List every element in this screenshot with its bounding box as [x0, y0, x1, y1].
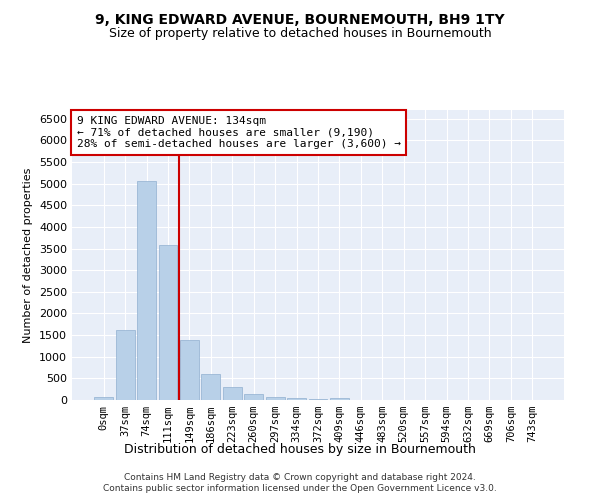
Text: Contains public sector information licensed under the Open Government Licence v3: Contains public sector information licen… — [103, 484, 497, 493]
Bar — [158, 245, 178, 400]
Text: 9, KING EDWARD AVENUE, BOURNEMOUTH, BH9 1TY: 9, KING EDWARD AVENUE, BOURNEMOUTH, BH9 … — [95, 12, 505, 26]
Text: Size of property relative to detached houses in Bournemouth: Size of property relative to detached ho… — [109, 28, 491, 40]
Text: Distribution of detached houses by size in Bournemouth: Distribution of detached houses by size … — [124, 442, 476, 456]
Y-axis label: Number of detached properties: Number of detached properties — [23, 168, 34, 342]
Text: Contains HM Land Registry data © Crown copyright and database right 2024.: Contains HM Land Registry data © Crown c… — [124, 472, 476, 482]
Bar — [223, 387, 242, 400]
Bar — [266, 396, 284, 400]
Bar — [180, 340, 199, 400]
Bar — [287, 398, 306, 400]
Bar — [94, 397, 113, 400]
Bar — [308, 398, 328, 400]
Bar — [137, 181, 156, 400]
Bar — [116, 330, 134, 400]
Bar — [202, 374, 220, 400]
Bar — [330, 398, 349, 400]
Bar — [244, 394, 263, 400]
Text: 9 KING EDWARD AVENUE: 134sqm
← 71% of detached houses are smaller (9,190)
28% of: 9 KING EDWARD AVENUE: 134sqm ← 71% of de… — [77, 116, 401, 149]
